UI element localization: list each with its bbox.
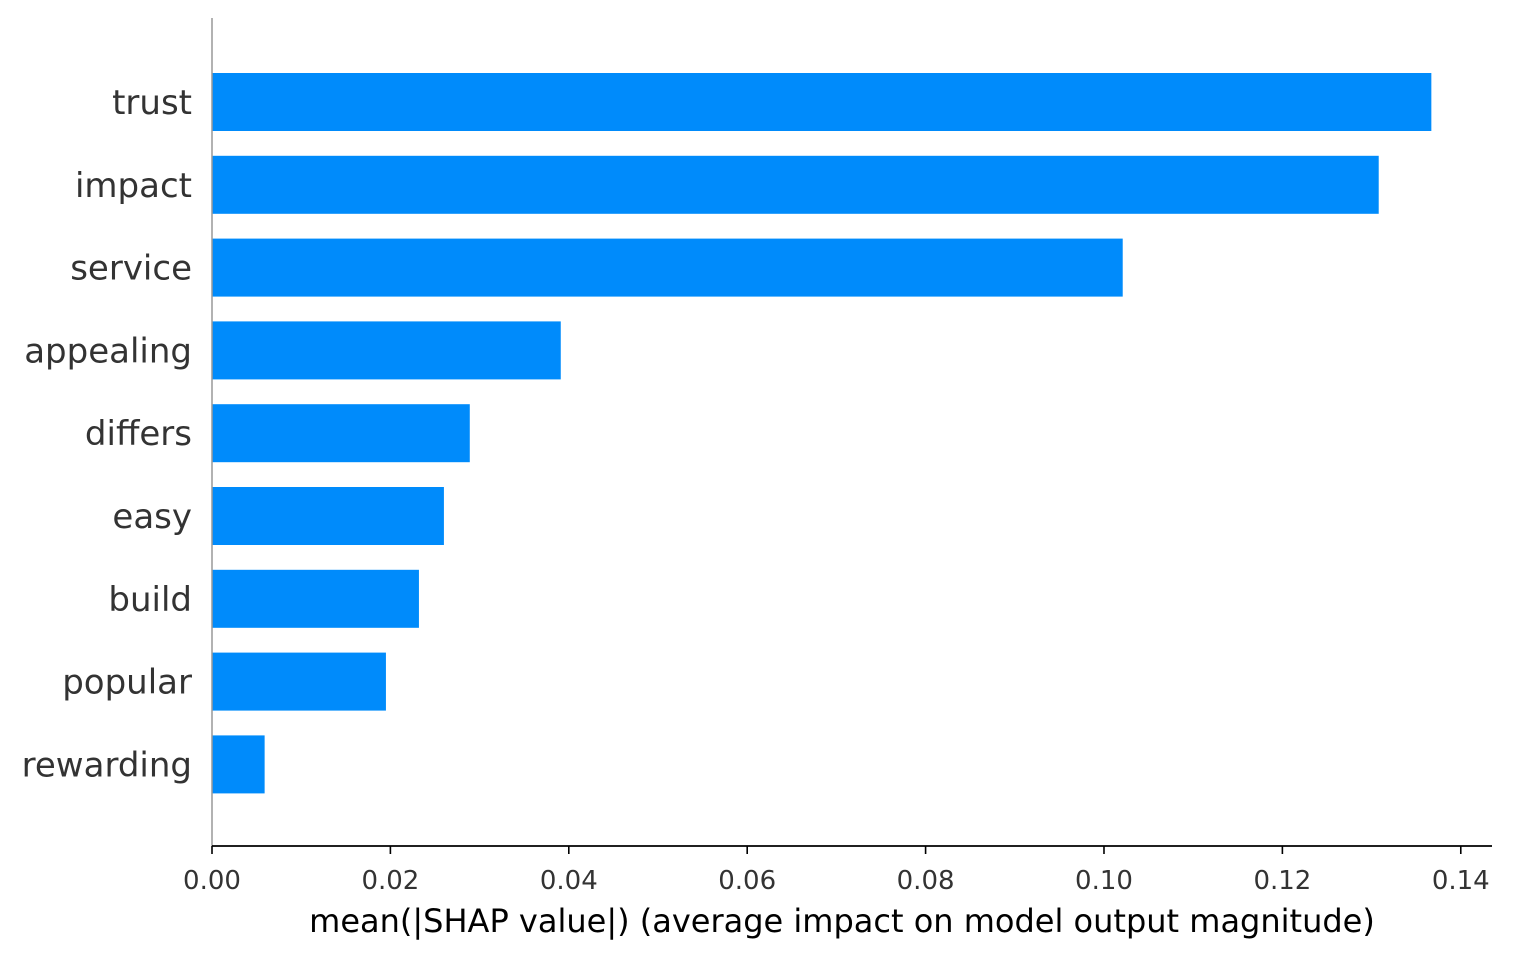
- bars-group: [212, 73, 1432, 794]
- bar-popular: [212, 652, 386, 711]
- category-label-popular: popular: [62, 663, 192, 703]
- category-label-easy: easy: [112, 497, 192, 537]
- category-label-service: service: [70, 249, 192, 289]
- bar-easy: [212, 487, 444, 545]
- category-label-appealing: appealing: [24, 331, 192, 371]
- bar-rewarding: [212, 735, 265, 794]
- x-tick-label: 0.02: [361, 866, 419, 896]
- bar-appealing: [212, 321, 561, 380]
- bar-trust: [212, 73, 1432, 131]
- category-label-impact: impact: [75, 166, 192, 206]
- x-tick-label: 0.04: [540, 866, 598, 896]
- x-tick-label: 0.12: [1253, 866, 1311, 896]
- category-label-build: build: [108, 580, 192, 620]
- category-labels-group: trust impact service appealing differs easy bu…: [22, 83, 192, 785]
- x-ticks-group: 0.00 0.02 0.04 0.06 0.08 0.10 0.12 0.14: [183, 846, 1490, 896]
- x-tick-label: 0.06: [718, 866, 776, 896]
- x-axis-title: mean(|SHAP value|) (average impact on mo…: [309, 902, 1375, 940]
- bar-impact: [212, 155, 1379, 214]
- bar-service: [212, 238, 1123, 297]
- x-tick-label: 0.10: [1075, 866, 1133, 896]
- category-label-trust: trust: [112, 83, 192, 123]
- bar-build: [212, 569, 419, 628]
- x-tick-label: 0.00: [183, 866, 241, 896]
- category-label-rewarding: rewarding: [22, 745, 192, 785]
- bar-differs: [212, 404, 470, 463]
- category-label-differs: differs: [85, 414, 192, 454]
- x-tick-label: 0.08: [897, 866, 955, 896]
- x-tick-label: 0.14: [1432, 866, 1490, 896]
